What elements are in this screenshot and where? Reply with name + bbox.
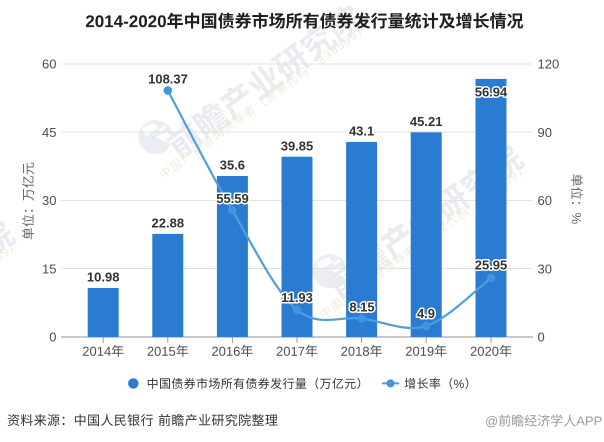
svg-text:10.98: 10.98 xyxy=(87,270,120,285)
svg-text:35.6: 35.6 xyxy=(220,158,245,173)
svg-text:45: 45 xyxy=(42,125,56,140)
svg-text:45.21: 45.21 xyxy=(410,114,443,129)
svg-text:108.37: 108.37 xyxy=(148,72,188,87)
svg-text:22.88: 22.88 xyxy=(152,216,185,231)
svg-text:56.94: 56.94 xyxy=(475,85,508,100)
svg-text:55.59: 55.59 xyxy=(216,191,249,206)
svg-text:120: 120 xyxy=(538,57,560,72)
svg-text:11.93: 11.93 xyxy=(281,290,313,305)
svg-text:39.85: 39.85 xyxy=(281,138,314,153)
svg-text:15: 15 xyxy=(42,261,56,276)
svg-text:90: 90 xyxy=(538,125,552,140)
svg-text:8.15: 8.15 xyxy=(349,300,374,315)
svg-text:0: 0 xyxy=(49,330,56,345)
svg-text:30: 30 xyxy=(42,193,56,208)
svg-text:60: 60 xyxy=(42,57,56,72)
svg-text:0: 0 xyxy=(538,330,545,345)
svg-text:60: 60 xyxy=(538,193,552,208)
svg-text:4.9: 4.9 xyxy=(417,306,435,321)
svg-text:43.1: 43.1 xyxy=(349,124,374,139)
svg-text:30: 30 xyxy=(538,261,552,276)
svg-text:25.95: 25.95 xyxy=(475,258,508,273)
